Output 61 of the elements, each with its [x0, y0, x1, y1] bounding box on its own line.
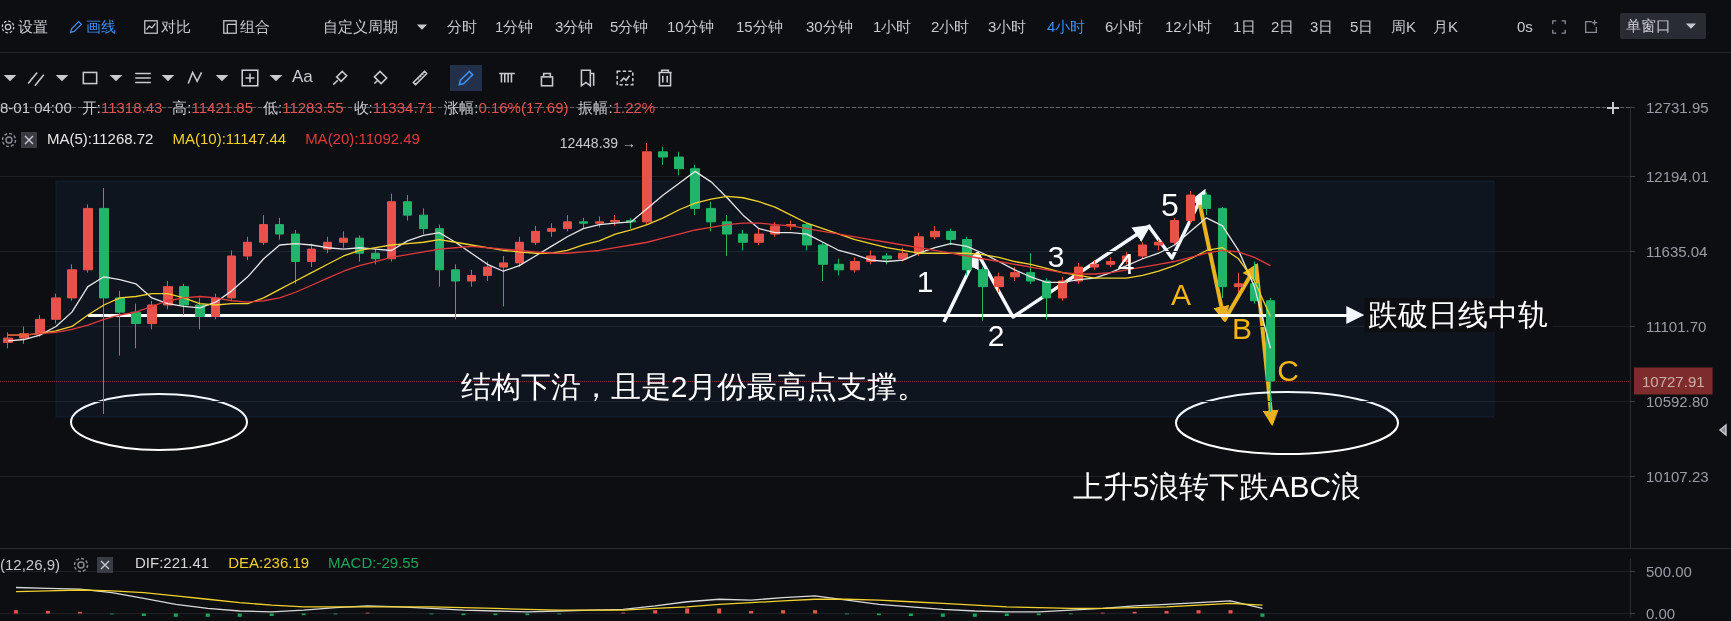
text: MA(5):11268.72	[47, 130, 154, 147]
text: 0s	[1517, 18, 1533, 36]
y-tick-label: 11635.04	[1646, 242, 1708, 260]
text: DEA:236.19	[228, 554, 310, 571]
text: MACD:-29.55	[328, 554, 419, 571]
annotation: 涨幅:0.16%(17.69)	[444, 99, 569, 117]
y-tick-label: 11101.70	[1646, 317, 1707, 335]
ref-line-label: 10727.91	[1642, 372, 1705, 390]
text: 月K	[1433, 18, 1459, 36]
text: Aa	[292, 67, 313, 86]
annotation: 上升5浪转下跌ABC浪	[1072, 469, 1362, 503]
text: 1日	[1233, 18, 1257, 36]
y-tick-label: 10107.23	[1646, 467, 1709, 485]
annotation: 高:11421.85	[172, 99, 253, 117]
annotation: 8-01 04:00	[0, 99, 72, 117]
text: 6小时	[1105, 18, 1144, 36]
text: 30分钟	[806, 18, 853, 36]
annotation: 2	[987, 318, 1005, 352]
text: 12小时	[1165, 18, 1212, 36]
annotation: 1	[916, 264, 934, 298]
text: 3小时	[988, 18, 1027, 36]
text: 15分钟	[736, 18, 783, 36]
y-tick-label: 12194.01	[1646, 167, 1709, 185]
text: 自定义周期	[323, 18, 398, 36]
text: 画线	[86, 18, 116, 36]
annotation: 12448.39 →	[559, 135, 636, 151]
annotation: 开:11318.43	[81, 99, 163, 117]
text: 1小时	[873, 18, 912, 36]
text: 组合	[240, 18, 270, 36]
text: 设置	[18, 18, 48, 36]
y-tick-label: 12731.95	[1646, 98, 1709, 116]
text: MA(10):11147.44	[172, 130, 287, 147]
text: 5分钟	[610, 18, 649, 36]
annotation: 收:11334.71	[353, 99, 435, 117]
ref-line-label: 跌破日线中轨	[1368, 298, 1549, 332]
annotation: B	[1231, 311, 1253, 345]
text: 分时	[447, 18, 477, 36]
text: 单窗口	[1626, 17, 1671, 35]
text: 2日	[1271, 18, 1295, 36]
annotation: 低:11283.55	[262, 99, 344, 117]
text: 3日	[1310, 18, 1334, 36]
text: 3分钟	[555, 18, 594, 36]
annotation: (12,26,9)	[0, 556, 61, 574]
text: 10分钟	[667, 18, 714, 36]
text: 对比	[161, 18, 191, 36]
text: 4小时	[1047, 18, 1086, 36]
annotation: C	[1277, 353, 1299, 387]
y-tick-label: 10592.80	[1646, 392, 1709, 410]
y-tick-label: 0.00	[1646, 605, 1676, 621]
text: 1分钟	[495, 18, 534, 36]
y-tick-label: 500.00	[1646, 563, 1692, 581]
text: 5日	[1350, 18, 1374, 36]
annotation: 5	[1161, 187, 1179, 223]
text: 2小时	[931, 18, 970, 36]
text: MA(20):11092.49	[305, 130, 420, 147]
legend-label: DIF:221.41	[135, 554, 210, 571]
text: 周K	[1391, 18, 1417, 36]
annotation: 结构下沿，且是2月份最高点支撑。	[460, 369, 928, 403]
annotation: 3	[1047, 239, 1065, 273]
annotation: A	[1170, 277, 1192, 311]
annotation: 振幅:1.22%	[578, 99, 656, 117]
